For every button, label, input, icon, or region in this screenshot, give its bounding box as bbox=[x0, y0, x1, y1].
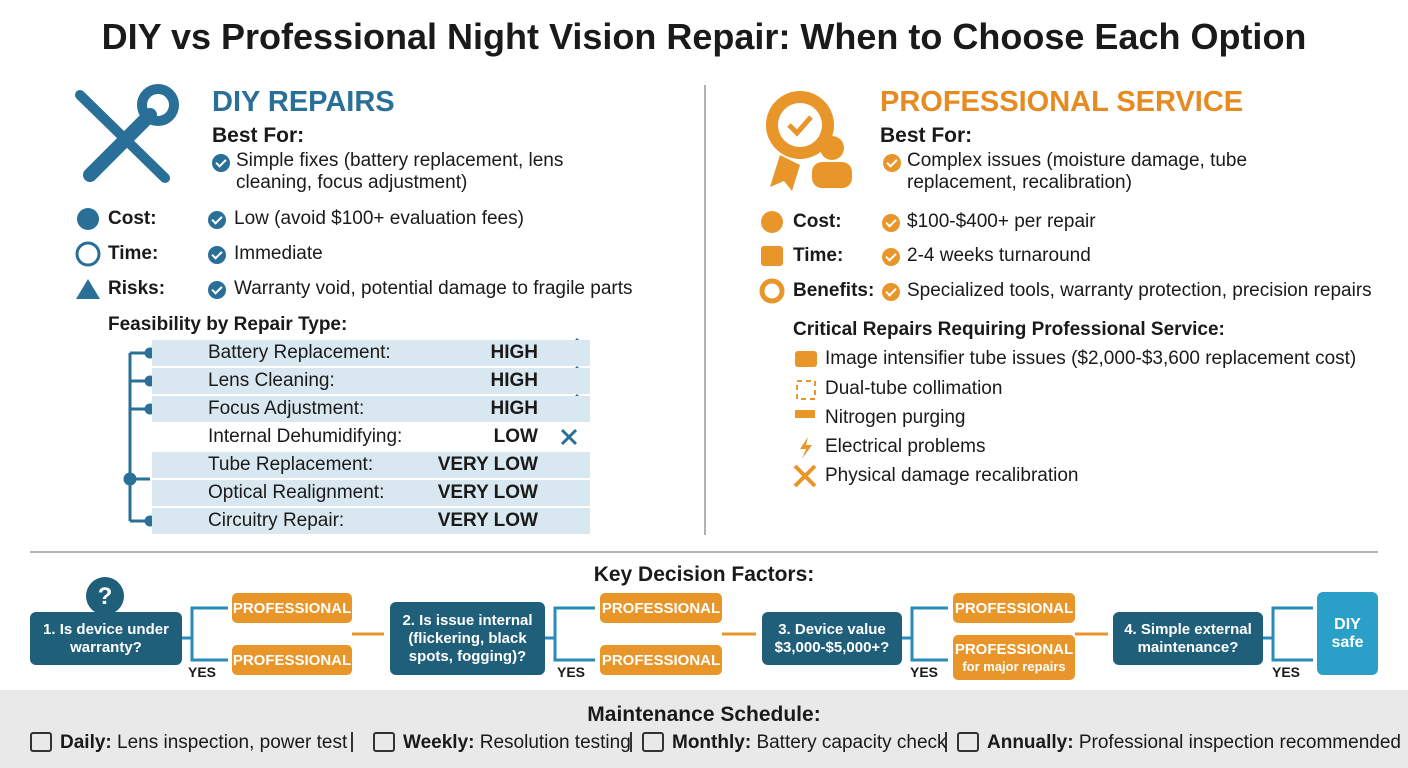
outcome-box: PROFESSIONAL bbox=[600, 645, 722, 675]
table-row bbox=[152, 480, 590, 506]
pro-heading: PROFESSIONAL SERVICE bbox=[880, 86, 1244, 118]
best-for-text: Complex issues (moisture damage, tube re… bbox=[907, 150, 1248, 193]
repair-level: VERY LOW bbox=[437, 510, 538, 531]
svg-text:?: ? bbox=[98, 583, 113, 610]
critical-item: Dual-tube collimation bbox=[825, 378, 1003, 399]
row-text: $100-$400+ per repair bbox=[907, 211, 1096, 232]
check-icon bbox=[882, 248, 900, 266]
repair-name: Tube Replacement: bbox=[208, 454, 374, 475]
best-for-label: Best For: bbox=[880, 124, 973, 147]
outcome-note: for major repairs bbox=[962, 658, 1066, 674]
feasibility-title: Feasibility by Repair Type: bbox=[108, 314, 348, 335]
row-label: Time: bbox=[793, 245, 844, 266]
row-text: Warranty void, potential damage to fragi… bbox=[234, 278, 633, 299]
critical-item: Nitrogen purging bbox=[825, 407, 966, 428]
repair-name: Optical Realignment: bbox=[208, 482, 385, 503]
maintenance-item: Annually: Professional inspection recomm… bbox=[987, 732, 1401, 754]
repair-level: HIGH bbox=[490, 342, 539, 363]
table-row bbox=[152, 340, 590, 366]
question-box: 4. Simple external maintenance? bbox=[1113, 612, 1263, 665]
item-text: Professional inspection recommended bbox=[1078, 732, 1401, 753]
item-label: Daily: bbox=[60, 732, 112, 753]
title: DIY vs Professional Night Vision Repair:… bbox=[101, 16, 1307, 57]
outcome-box: PROFESSIONAL bbox=[953, 593, 1075, 623]
check-icon bbox=[208, 211, 226, 229]
outcome-box: PROFESSIONAL bbox=[232, 593, 352, 623]
table-row bbox=[152, 368, 590, 394]
repair-level: VERY LOW bbox=[437, 482, 538, 503]
critical-item: Electrical problems bbox=[825, 436, 986, 457]
repair-level: LOW bbox=[493, 426, 538, 447]
check-icon bbox=[208, 246, 226, 264]
row-label: Time: bbox=[108, 243, 159, 264]
repair-level: HIGH bbox=[490, 370, 539, 391]
check-icon bbox=[208, 281, 226, 299]
row-label: Risks: bbox=[108, 278, 166, 299]
yes-label: YES bbox=[557, 664, 586, 680]
item-text: Battery capacity check bbox=[756, 732, 947, 753]
row-label: Cost: bbox=[108, 208, 157, 229]
outcome-text: PROFESSIONAL bbox=[954, 640, 1074, 658]
maintenance-item: Weekly: Resolution testing bbox=[403, 732, 631, 754]
best-for-text: Simple fixes (battery replacement, lens … bbox=[236, 150, 564, 193]
item-label: Weekly: bbox=[403, 732, 475, 753]
repair-name: Circuitry Repair: bbox=[208, 510, 345, 531]
repair-name: Battery Replacement: bbox=[208, 342, 391, 363]
item-label: Annually: bbox=[987, 732, 1074, 753]
diy-heading: DIY REPAIRS bbox=[212, 86, 395, 118]
repair-level: HIGH bbox=[490, 398, 539, 419]
outcome-box: PROFESSIONAL bbox=[600, 593, 722, 623]
yes-label: YES bbox=[1272, 664, 1301, 680]
repair-name: Internal Dehumidifying: bbox=[208, 426, 403, 447]
question-box: 1. Is device under warranty? bbox=[30, 612, 182, 665]
question-box: 3. Device value $3,000-$5,000+? bbox=[762, 612, 902, 665]
maintenance-item: Daily: Lens inspection, power test bbox=[60, 732, 347, 754]
row-text: Immediate bbox=[234, 243, 323, 264]
yes-label: YES bbox=[188, 664, 217, 680]
table-row bbox=[152, 396, 590, 422]
row-label: Cost: bbox=[793, 211, 842, 232]
item-text: Lens inspection, power test bbox=[117, 732, 348, 753]
outcome-box: PROFESSIONAL for major repairs bbox=[953, 635, 1075, 680]
repair-name: Focus Adjustment: bbox=[208, 398, 365, 419]
row-label: Benefits: bbox=[793, 280, 875, 301]
critical-item: Physical damage recalibration bbox=[825, 465, 1079, 486]
row-text: 2-4 weeks turnaround bbox=[907, 245, 1091, 266]
check-icon bbox=[883, 154, 901, 172]
check-icon bbox=[882, 214, 900, 232]
item-label: Monthly: bbox=[672, 732, 752, 753]
decision-title: Key Decision Factors: bbox=[593, 563, 815, 586]
best-for-label: Best For: bbox=[212, 124, 305, 147]
critical-item: Image intensifier tube issues ($2,000-$3… bbox=[825, 348, 1357, 369]
check-icon bbox=[212, 154, 230, 172]
outcome-box: PROFESSIONAL bbox=[232, 645, 352, 675]
yes-label: YES bbox=[910, 664, 939, 680]
critical-title: Critical Repairs Requiring Professional … bbox=[793, 319, 1225, 340]
final-box: DIY safe bbox=[1317, 592, 1378, 675]
row-text: Specialized tools, warranty protection, … bbox=[907, 280, 1372, 301]
table-row bbox=[152, 452, 590, 478]
table-row bbox=[152, 508, 590, 534]
item-text: Resolution testing bbox=[479, 732, 631, 753]
row-text: Low (avoid $100+ evaluation fees) bbox=[234, 208, 524, 229]
maintenance-item: Monthly: Battery capacity check bbox=[672, 732, 947, 754]
check-icon bbox=[882, 283, 900, 301]
repair-level: VERY LOW bbox=[437, 454, 538, 475]
maintenance-title: Maintenance Schedule: bbox=[587, 703, 821, 726]
repair-name: Lens Cleaning: bbox=[208, 370, 335, 391]
question-box: 2. Is issue internal (flickering, black … bbox=[390, 602, 545, 675]
